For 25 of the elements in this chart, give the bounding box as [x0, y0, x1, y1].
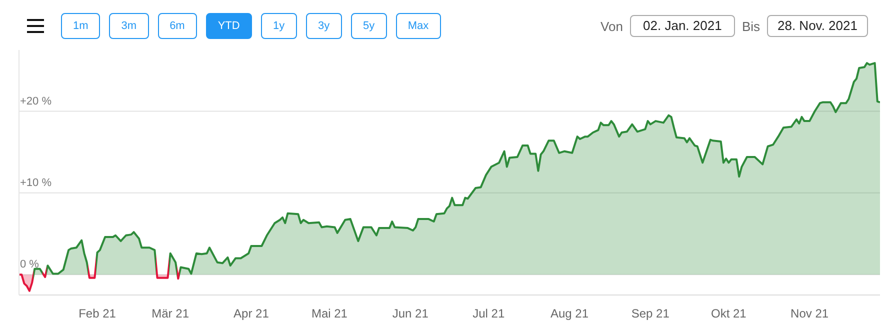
x-tick-label: Nov 21	[790, 306, 829, 321]
y-tick-label: +10 %	[20, 176, 52, 189]
y-tick-label: 0 %	[20, 258, 40, 271]
text: Bis	[742, 18, 760, 34]
x-tick-label: Mai 21	[311, 306, 348, 321]
x-tick-label: Jun 21	[392, 306, 429, 321]
x-tick-label: Aug 21	[550, 306, 589, 321]
x-tick-label: Okt 21	[710, 306, 747, 321]
y-tick-label: +20 %	[20, 95, 52, 108]
x-tick-label: Mär 21	[152, 306, 190, 321]
x-tick-label: Sep 21	[631, 306, 670, 321]
text: 6m	[158, 13, 197, 39]
text: 5y	[350, 13, 387, 39]
text: 1y	[260, 13, 297, 39]
text: 28. Nov. 2021	[767, 15, 868, 37]
text: Von	[600, 18, 623, 34]
x-tick-label: Jul 21	[472, 306, 505, 321]
text: 3y	[306, 13, 342, 39]
x-tick-label: Feb 21	[78, 306, 116, 321]
text: 1m	[61, 13, 100, 39]
text: YTD	[206, 13, 252, 39]
x-tick-label: Apr 21	[234, 306, 270, 321]
text: 02. Jan. 2021	[630, 15, 735, 37]
text: Max	[396, 13, 441, 39]
text: 3m	[109, 13, 149, 39]
